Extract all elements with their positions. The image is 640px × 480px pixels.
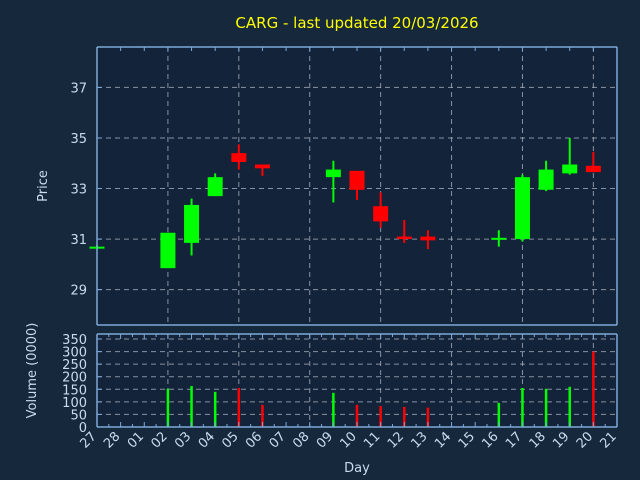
candle-body (160, 232, 176, 269)
price-axis-label: Price (36, 170, 51, 202)
volume-tick-label: 350 (62, 333, 87, 348)
candle-body (325, 169, 341, 178)
price-panel: 29 31 33 35 37 Price (36, 46, 618, 326)
candlestick (396, 220, 412, 243)
x-axis-label: Day (344, 461, 370, 476)
candlestick (160, 232, 176, 269)
volume-tick-label: 150 (62, 383, 87, 398)
candlestick (373, 192, 389, 228)
volume-tick-label: 250 (62, 358, 87, 373)
candle-body (207, 177, 223, 197)
candle-body (562, 164, 578, 174)
candle-body (349, 170, 365, 190)
price-tick-label: 29 (70, 284, 87, 299)
price-tick-label: 33 (70, 183, 87, 198)
candlestick (207, 173, 223, 197)
candle-body (396, 236, 412, 240)
volume-tick-label: 200 (62, 371, 87, 386)
candlestick (491, 230, 507, 247)
volume-tick-label: 50 (70, 408, 87, 423)
volume-tick-label: 300 (62, 346, 87, 361)
candle-body (254, 164, 270, 169)
candlestick (514, 174, 530, 242)
candle-body (231, 153, 247, 162)
price-tick-label: 35 (70, 132, 87, 147)
candlestick (184, 198, 200, 256)
volume-tick-label: 0 (79, 421, 87, 436)
candle-body (373, 206, 389, 222)
volume-tick-label: 100 (62, 396, 87, 411)
chart-title: CARG - last updated 20/03/2026 (235, 14, 478, 32)
candlestick (254, 164, 270, 176)
candle-body (514, 177, 530, 240)
candlestick (349, 170, 365, 200)
candle-body (420, 236, 436, 241)
candle-body (491, 237, 507, 240)
candlestick (585, 151, 601, 173)
price-tick-label: 31 (70, 233, 87, 248)
candle-body (184, 204, 200, 243)
volume-axis-label: Volume (0000) (25, 323, 40, 419)
candle-body (538, 169, 554, 190)
candlestick (562, 137, 578, 175)
candlestick (325, 160, 341, 203)
candlestick (231, 144, 247, 170)
candle-body (585, 165, 601, 173)
price-tick-label: 37 (70, 81, 87, 96)
candlestick (420, 230, 436, 250)
candlestick (538, 160, 554, 192)
